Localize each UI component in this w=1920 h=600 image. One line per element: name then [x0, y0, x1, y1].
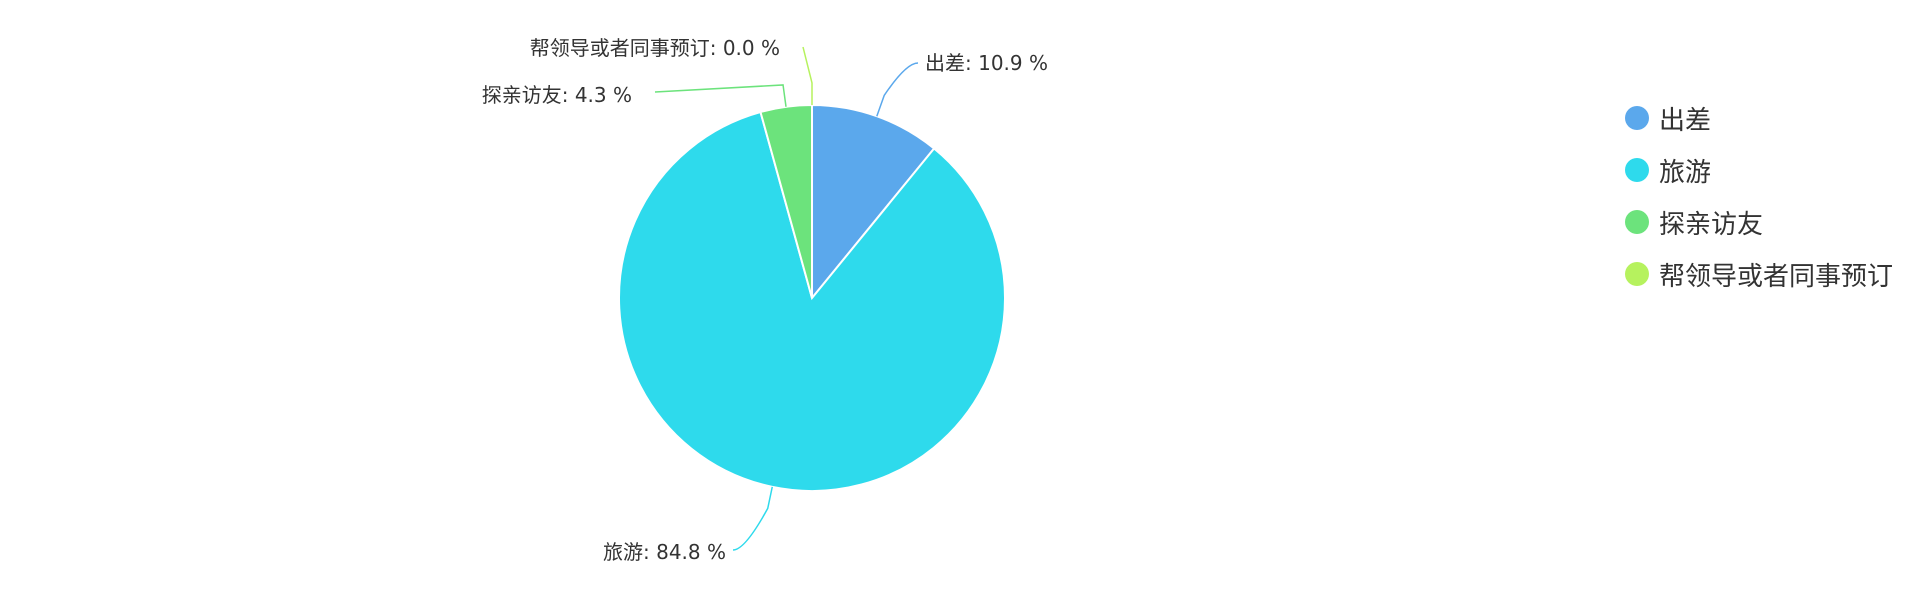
- legend-label-visiting-relatives: 探亲访友: [1659, 209, 1764, 240]
- pie-label-visiting-relatives: 探亲访友: 4.3 %: [482, 83, 632, 107]
- legend-label-booking-for-others: 帮领导或者同事预订: [1659, 261, 1894, 292]
- leader-line-visiting-relatives: [654, 84, 787, 107]
- pie-label-tourism: 旅游: 84.8 %: [603, 540, 726, 564]
- legend-item-visiting-relatives[interactable]: 探亲访友: [1625, 196, 1893, 248]
- pie-label-business-trip: 出差: 10.9 %: [925, 51, 1048, 75]
- leader-line-tourism: [732, 486, 774, 551]
- leader-line-booking-for-others: [802, 46, 813, 105]
- chart-legend: 出差 旅游 探亲访友 帮领导或者同事预订: [1625, 92, 1893, 300]
- legend-marker-booking-for-others: [1625, 262, 1649, 286]
- legend-item-business-trip[interactable]: 出差: [1625, 92, 1893, 144]
- pie-label-booking-for-others: 帮领导或者同事预订: 0.0 %: [530, 36, 780, 60]
- legend-item-tourism[interactable]: 旅游: [1625, 144, 1893, 196]
- pie-labels: 出差: 10.9 % 旅游: 84.8 % 探亲访友: 4.3 % 帮领导或者同…: [482, 36, 1048, 564]
- pie-slices: [618, 103, 1006, 492]
- legend-marker-tourism: [1625, 158, 1649, 182]
- pie-slice-tourism[interactable]: [618, 110, 1006, 492]
- legend-item-booking-for-others[interactable]: 帮领导或者同事预订: [1625, 248, 1893, 300]
- pie-leader-lines: [654, 46, 919, 551]
- legend-marker-visiting-relatives: [1625, 210, 1649, 234]
- legend-label-tourism: 旅游: [1659, 157, 1712, 188]
- leader-line-business-trip: [876, 62, 919, 117]
- legend-label-business-trip: 出差: [1659, 105, 1712, 136]
- legend-marker-business-trip: [1625, 106, 1649, 130]
